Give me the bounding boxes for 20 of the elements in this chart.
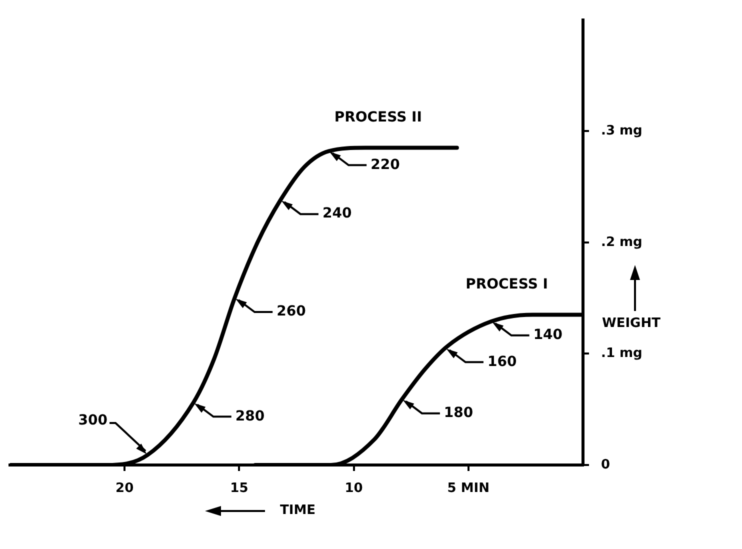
annotation: 280 [235,408,265,424]
annotation: 160 [487,354,517,370]
x-tick-label: 5 MIN [447,481,490,496]
x-tick-label: 20 [116,481,134,496]
series-label: PROCESS II [334,109,422,126]
y-tick-label: 0 [601,457,610,472]
annotation: 260 [276,304,306,320]
y-axis-title: WEIGHT [602,316,660,331]
annotation: 300 [78,412,108,429]
y-tick-label: .1 mg [601,346,642,362]
x-tick-label: 10 [344,481,363,496]
annotation: 180 [444,404,474,421]
x-tick-label: 15 [230,481,248,496]
annotation: 220 [370,156,400,173]
y-tick-label: .2 mg [601,234,642,250]
annotation: 140 [533,327,563,344]
y-tick-label: .3 mg [601,123,642,138]
annotation: 240 [322,206,352,222]
series-label: PROCESS I [466,276,548,292]
x-axis-title: TIME [280,503,316,518]
